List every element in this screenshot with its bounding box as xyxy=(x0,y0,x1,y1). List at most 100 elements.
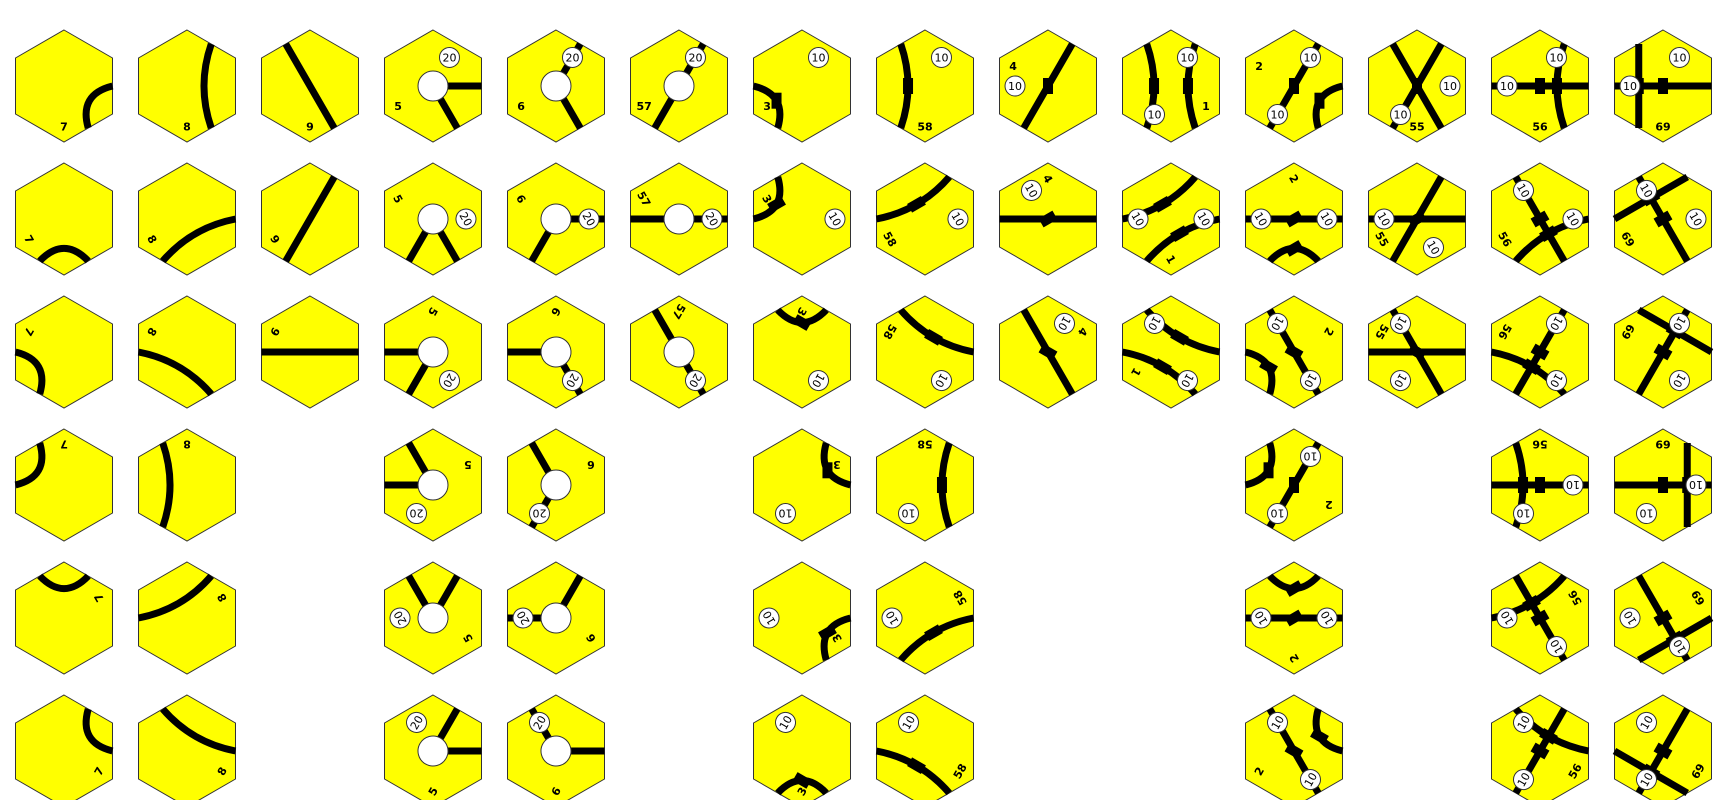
tile-3-orientation-3[interactable]: 103 xyxy=(752,289,859,409)
tile-7-orientation-4[interactable]: 7 xyxy=(14,428,113,542)
revenue-badge: 10 xyxy=(1496,75,1518,97)
svg-text:20: 20 xyxy=(531,713,549,732)
tile-8-orientation-6[interactable]: 8 xyxy=(138,694,241,800)
tile-5-orientation-6[interactable]: 205 xyxy=(380,690,493,800)
tile-2-orientation-4[interactable]: 10 10 2 xyxy=(1244,428,1343,542)
tile-4-orientation-1[interactable]: 10 4 xyxy=(999,29,1097,143)
tile-6-orientation-4[interactable]: 20 6 xyxy=(507,428,605,542)
hex-face xyxy=(876,561,974,675)
svg-text:10: 10 xyxy=(1008,80,1022,93)
tile-58-orientation-4[interactable]: 10 58 xyxy=(876,428,974,542)
tile-9-orientation-3[interactable]: 9 xyxy=(257,295,359,409)
tile-6-orientation-1[interactable]: 20 6 xyxy=(507,29,605,143)
city-circle xyxy=(663,203,695,235)
hex-face xyxy=(15,162,113,276)
svg-text:10: 10 xyxy=(1391,314,1409,333)
tile-number-label: 3 xyxy=(763,100,771,113)
tile-5-orientation-5[interactable]: 205 xyxy=(375,555,488,675)
tile-1-orientation-1[interactable]: 10 10 1 xyxy=(1122,29,1220,143)
tile-7-orientation-3[interactable]: 7 xyxy=(0,295,113,409)
tile-7-orientation-5[interactable]: 7 xyxy=(15,552,113,675)
tile-number-label: 55 xyxy=(1409,120,1424,133)
svg-text:20: 20 xyxy=(579,210,597,229)
town-bar xyxy=(1284,742,1304,760)
tile-3-orientation-6[interactable]: 103 xyxy=(744,694,851,800)
revenue-badge: 20 xyxy=(529,711,551,733)
city-circle xyxy=(417,336,449,368)
svg-text:10: 10 xyxy=(1443,80,1457,93)
tile-6-orientation-5[interactable]: 206 xyxy=(506,561,611,675)
tile-5-orientation-1[interactable]: 20 5 xyxy=(384,29,482,143)
tile-58-orientation-1[interactable]: 10 58 xyxy=(876,29,974,143)
town-bar xyxy=(1153,358,1172,376)
tile-4-orientation-3[interactable]: 10 4 xyxy=(999,294,1106,409)
tile-9-orientation-1[interactable]: 9 xyxy=(261,29,359,143)
city-circle xyxy=(663,336,695,368)
tile-8-orientation-5[interactable]: 8 xyxy=(137,561,236,675)
revenue-badge: 10 xyxy=(930,370,952,392)
tile-8-orientation-2[interactable]: 8 xyxy=(138,162,237,276)
tile-69-orientation-4[interactable]: 10 10 69 xyxy=(1614,428,1712,542)
tile-5-orientation-2[interactable]: 205 xyxy=(377,162,490,282)
tile-8-orientation-1[interactable]: 8 xyxy=(138,29,236,143)
hex-face xyxy=(138,561,236,675)
revenue-badge: 20 xyxy=(406,503,428,525)
tile-number-label: 58 xyxy=(917,120,932,133)
revenue-badge: 20 xyxy=(529,503,551,525)
tile-7-orientation-2[interactable]: 7 xyxy=(15,162,113,285)
revenue-badge: 10 xyxy=(1619,607,1641,629)
tile-3-orientation-5[interactable]: 103 xyxy=(753,561,863,679)
svg-text:10: 10 xyxy=(1670,371,1688,390)
tile-6-orientation-6[interactable]: 206 xyxy=(500,694,605,800)
revenue-badge: 10 xyxy=(1668,312,1690,334)
svg-text:10: 10 xyxy=(1637,181,1655,200)
tile-69-orientation-1[interactable]: 10 10 69 xyxy=(1614,29,1712,143)
tile-3-orientation-1[interactable]: 10 3 xyxy=(752,29,851,143)
tile-56-orientation-4[interactable]: 10 10 56 xyxy=(1491,428,1589,542)
tile-8-orientation-3[interactable]: 8 xyxy=(134,295,236,409)
tile-3-orientation-2[interactable]: 103 xyxy=(741,158,851,276)
track-segment xyxy=(200,42,215,130)
revenue-badge: 20 xyxy=(701,208,723,230)
tile-5-orientation-4[interactable]: 20 5 xyxy=(384,428,482,542)
revenue-badge: 10 xyxy=(1390,104,1412,126)
tile-6-orientation-2[interactable]: 206 xyxy=(500,162,605,276)
tile-7-orientation-6[interactable]: 7 xyxy=(15,694,130,800)
tile-7-orientation-1[interactable]: 7 xyxy=(15,29,114,143)
tile-4-orientation-2[interactable]: 104 xyxy=(990,161,1097,276)
svg-text:10: 10 xyxy=(777,713,795,732)
tile-2-orientation-1[interactable]: 10 10 2 xyxy=(1245,29,1344,143)
tile-6-orientation-3[interactable]: 206 xyxy=(506,295,611,409)
tile-5-orientation-3[interactable]: 205 xyxy=(372,295,485,413)
town-bar xyxy=(822,462,833,479)
tile-8-orientation-4[interactable]: 8 xyxy=(138,428,236,542)
tile-2-orientation-5[interactable]: 10 102 xyxy=(1233,555,1349,675)
tile-3-orientation-4[interactable]: 10 3 xyxy=(753,428,852,542)
tile-9-orientation-2[interactable]: 9 xyxy=(257,162,359,276)
tile-56-orientation-1[interactable]: 10 10 56 xyxy=(1491,29,1589,143)
svg-text:10: 10 xyxy=(1317,210,1335,229)
